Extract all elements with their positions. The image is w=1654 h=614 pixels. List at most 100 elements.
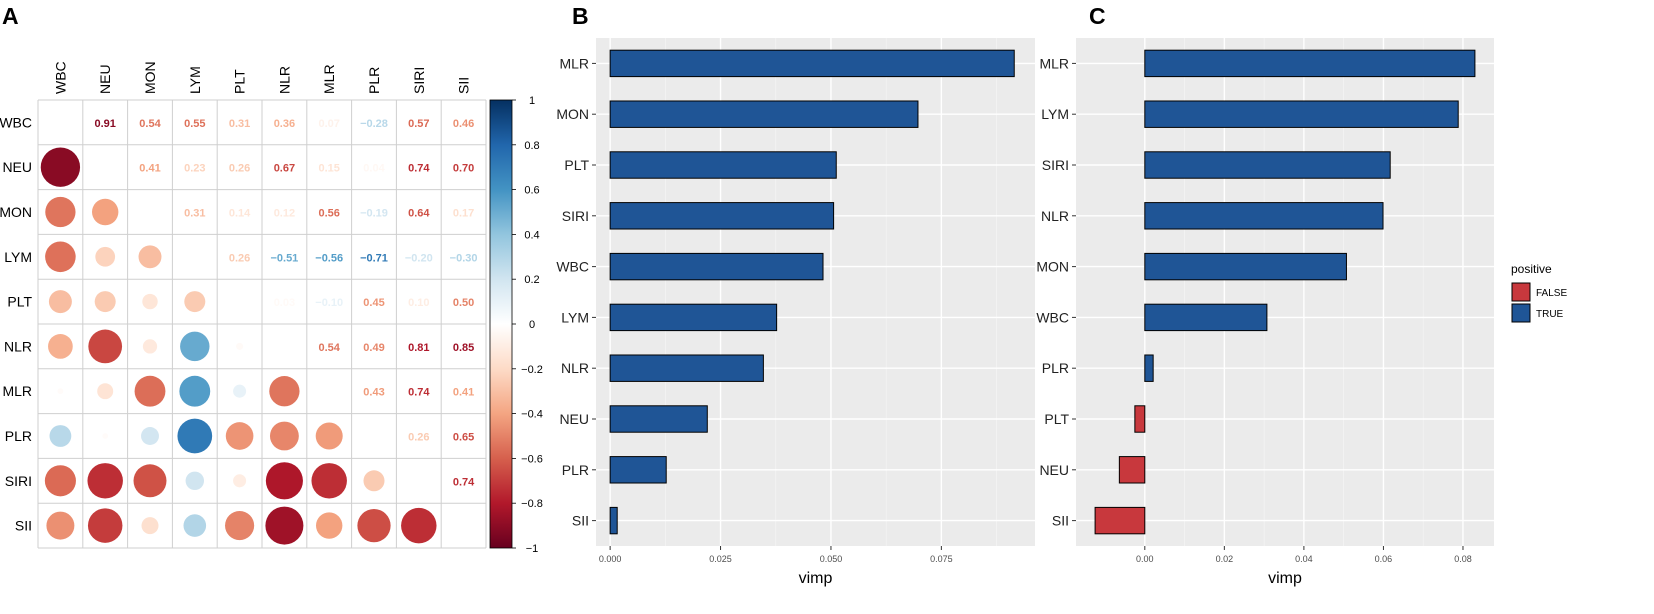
bar (1144, 100, 1459, 128)
y-tick-label: NEU (1039, 462, 1069, 478)
y-tick-label: NLR (1041, 208, 1069, 224)
bar (609, 100, 919, 128)
correlation-value: 0.31 (229, 118, 250, 130)
correlation-value: 0.26 (229, 163, 250, 175)
y-tick-label: LYM (1041, 106, 1069, 122)
panel-label-c: C (1089, 3, 1106, 29)
correlation-circle (179, 375, 211, 407)
correlation-value: 0.04 (363, 163, 385, 175)
bar (1144, 303, 1268, 332)
correlation-circle (94, 291, 116, 313)
correlation-value: 0.81 (408, 342, 429, 354)
bar (1144, 151, 1391, 179)
correlation-circle (265, 506, 304, 545)
correlation-circle (316, 512, 343, 539)
correlation-circle (45, 241, 76, 273)
correlation-value: −0.28 (360, 118, 388, 130)
colorbar-tick-label: −0.2 (521, 364, 543, 376)
correlation-circle (138, 245, 162, 269)
y-tick-label: SII (572, 513, 589, 529)
correlation-value: 0.36 (274, 118, 295, 130)
column-label: NEU (97, 64, 113, 94)
correlation-value: −0.71 (360, 252, 388, 264)
correlation-circle (57, 388, 64, 395)
legend-entry: FALSE (1536, 288, 1567, 299)
bar (609, 354, 764, 382)
correlation-value: 0.45 (363, 297, 384, 309)
legend-swatch (1511, 303, 1531, 323)
bar (609, 303, 778, 332)
vimp-chart-b: 0.000 0.025 0.050 0.075 MLR MON PLT SIRI WBC LYM N… (556, 38, 1035, 587)
correlation-value: 0.57 (408, 118, 429, 130)
correlation-value: 0.07 (318, 118, 339, 130)
correlation-value: 0.14 (229, 208, 251, 220)
y-tick-label: WBC (1036, 309, 1069, 325)
colorbar-tick-label: −0.8 (521, 498, 543, 510)
correlation-value: 0.85 (453, 342, 474, 354)
x-tick-label: 0.02 (1216, 554, 1234, 564)
correlation-circle (184, 291, 206, 313)
column-label: LYM (187, 66, 203, 94)
correlation-value: 0.10 (408, 297, 429, 309)
vimp-chart-c: 0.00 0.02 0.04 0.06 0.08 MLR LYM SIRI NLR MON WBC P… (1036, 38, 1567, 587)
correlation-value: 0.43 (363, 387, 384, 399)
y-tick-label: WBC (556, 259, 589, 275)
colorbar-tick-label: −1 (526, 543, 539, 555)
y-tick-label: PLT (1044, 411, 1069, 427)
x-tick-label: 0.075 (930, 554, 953, 564)
y-tick-label: MLR (559, 55, 589, 71)
y-tick-label: SII (1052, 513, 1069, 529)
column-label: MON (142, 61, 158, 94)
correlation-circle (40, 147, 81, 187)
correlation-value: −0.20 (405, 252, 433, 264)
correlation-value: 0.03 (274, 297, 295, 309)
row-label: LYM (4, 249, 32, 265)
correlation-value: −0.19 (360, 208, 388, 220)
correlation-circle (48, 290, 72, 314)
correlation-circle (49, 425, 72, 447)
colorbar-tick-label: −0.4 (521, 409, 543, 421)
y-tick-label: NLR (561, 360, 589, 376)
y-tick-label: MON (1036, 259, 1069, 275)
panel-label-b: B (572, 3, 589, 29)
correlation-circle (87, 508, 123, 543)
correlation-value: 0.31 (184, 208, 205, 220)
x-tick-label: 0.04 (1295, 554, 1313, 564)
correlation-value: 0.65 (453, 432, 474, 444)
colorbar-tick-label: 0.2 (524, 274, 539, 286)
correlation-value: −0.10 (315, 297, 343, 309)
correlation-circle (92, 198, 119, 226)
y-tick-label: MON (556, 106, 589, 122)
correlation-circle (236, 342, 244, 350)
row-label: NLR (4, 338, 32, 354)
correlation-value: 0.49 (363, 342, 384, 354)
correlation-value: 0.64 (408, 208, 430, 220)
correlation-value: 0.74 (408, 163, 430, 175)
y-tick-label: SIRI (1042, 157, 1069, 173)
x-tick-label: 0.00 (1136, 554, 1154, 564)
correlation-value: 0.67 (274, 163, 295, 175)
colorbar-tick-label: 0 (529, 319, 535, 331)
correlation-value: 0.54 (139, 118, 161, 130)
correlation-value: 0.41 (453, 387, 474, 399)
y-tick-label: PLR (1042, 360, 1069, 376)
correlation-value: 0.91 (94, 118, 115, 130)
correlation-circle (233, 474, 247, 488)
correlation-circle (48, 334, 73, 359)
correlation-circle (225, 422, 254, 450)
correlation-circle (142, 339, 158, 354)
correlation-circle (134, 375, 166, 407)
bar (609, 49, 1015, 78)
row-label: PLR (5, 428, 32, 444)
correlation-value: 0.46 (453, 118, 474, 130)
correlation-circle (265, 462, 303, 500)
correlation-circle (180, 331, 210, 362)
y-tick-label: NEU (559, 411, 589, 427)
bar (609, 252, 824, 281)
y-tick-label: PLT (564, 157, 589, 173)
correlation-matrix: WBC WBC NEU NEU MON MON LYM LYM PLT PLT NLR NLR MLR M… (0, 61, 543, 555)
column-label: SIRI (411, 67, 427, 94)
bar (1134, 405, 1146, 433)
bar (1144, 49, 1476, 78)
